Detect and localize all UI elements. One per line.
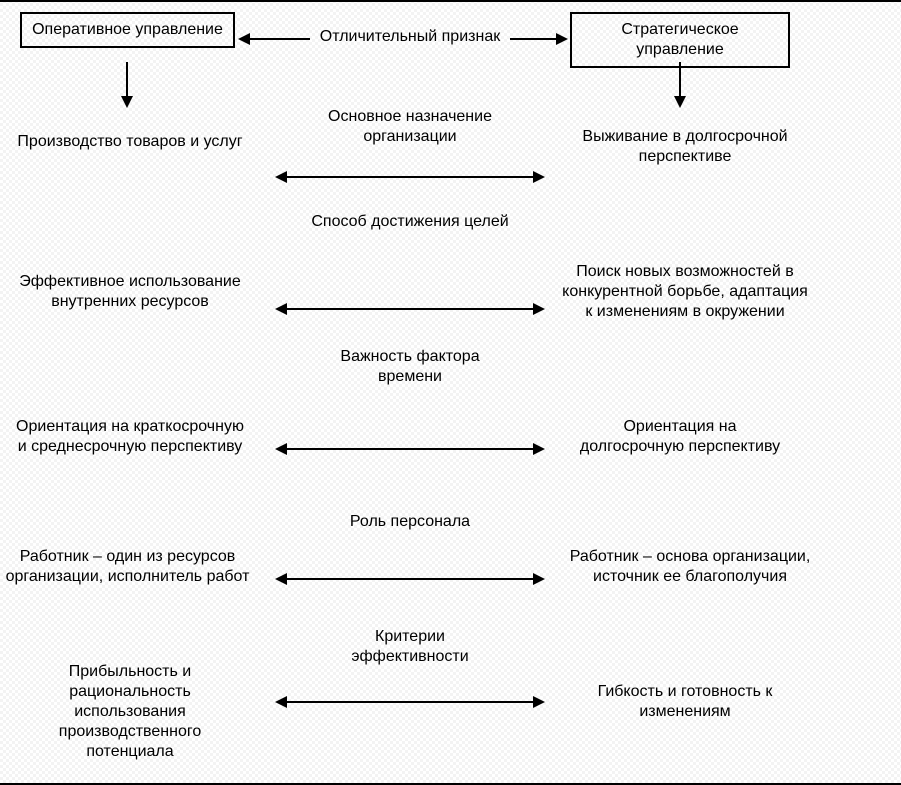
row-3-right: Ориентация на долгосрочную перспективу	[570, 417, 790, 457]
left-header-box: Оперативное управление	[20, 12, 235, 48]
row-4-arrow	[275, 572, 545, 586]
criterion-5: Критерии эффективности	[320, 627, 500, 667]
row-5-left: Прибыльность и рациональность использова…	[15, 662, 245, 762]
criterion-1: Основное назначение организации	[305, 107, 515, 147]
row-1-arrow	[275, 170, 545, 184]
right-down-arrow	[673, 62, 687, 108]
row-5-right: Гибкость и готовность к изменениям	[560, 682, 810, 722]
center-header-label: Отличительный признак	[300, 27, 520, 47]
row-3-arrow	[275, 442, 545, 456]
criterion-3: Важность фактора времени	[310, 347, 510, 387]
right-header-box: Стратегическое управление	[570, 12, 790, 68]
arrow-to-left-box	[238, 32, 310, 46]
row-1-right: Выживание в долгосрочной перспективе	[575, 127, 795, 167]
left-down-arrow	[120, 62, 134, 108]
row-2-right: Поиск новых возможностей в конкурентной …	[560, 262, 810, 322]
criterion-4: Роль персонала	[320, 512, 500, 532]
arrow-to-right-box	[510, 32, 568, 46]
row-5-arrow	[275, 695, 545, 709]
row-2-left: Эффективное использование внутренних рес…	[15, 272, 245, 312]
row-3-left: Ориентация на краткосрочную и среднесроч…	[15, 417, 245, 457]
row-1-left: Производство товаров и услуг	[0, 132, 260, 152]
criterion-2: Способ достижения целей	[310, 212, 510, 232]
row-4-left: Работник – один из ресурсов организации,…	[0, 547, 255, 587]
row-2-arrow	[275, 302, 545, 316]
diagram-root: Оперативное управление Стратегическое уп…	[0, 0, 901, 785]
row-4-right: Работник – основа организации, источник …	[560, 547, 820, 587]
